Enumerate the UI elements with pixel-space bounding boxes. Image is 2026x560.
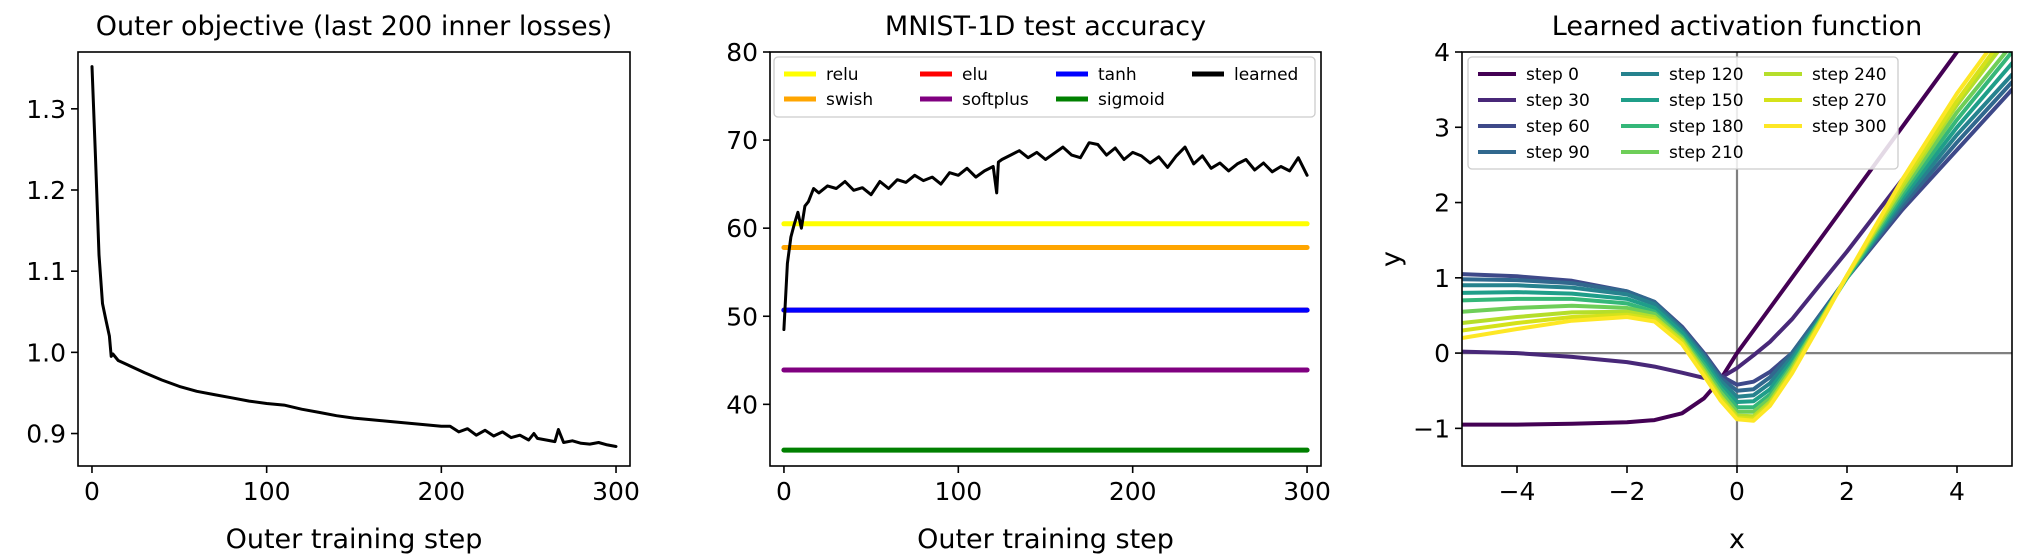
y-tick-label: 1.0 — [26, 338, 66, 367]
y-tick-label: 1.2 — [26, 176, 66, 205]
legend-label: step 300 — [1812, 117, 1887, 137]
legend-label: step 180 — [1669, 117, 1744, 137]
axes-frame — [769, 51, 1322, 467]
legend-box — [1467, 56, 1899, 170]
x-tick-label: 200 — [1109, 477, 1157, 506]
legend-label: step 0 — [1526, 65, 1579, 85]
y-tick-label: 3 — [1434, 113, 1450, 142]
y-tick-label: 2 — [1434, 189, 1450, 218]
chart-title: Outer objective (last 200 inner losses) — [96, 11, 612, 42]
legend-label: relu — [826, 65, 859, 85]
legend-label: step 150 — [1669, 91, 1744, 111]
legend-label: step 60 — [1526, 117, 1590, 137]
legend-label: step 120 — [1669, 65, 1744, 85]
x-tick-label: 0 — [776, 477, 792, 506]
legend-box — [773, 56, 1316, 118]
y-tick-label: 60 — [726, 214, 758, 243]
y-tick-label: 40 — [726, 390, 758, 419]
y-tick-label: 80 — [726, 38, 758, 67]
y-tick-label: 0.9 — [26, 420, 66, 449]
x-tick-label: 300 — [592, 477, 640, 506]
legend-label: step 240 — [1812, 65, 1887, 85]
series-group — [781, 141, 1310, 453]
series-line-0 — [90, 65, 618, 448]
y-tick-label: 1.3 — [26, 95, 66, 124]
y-tick-label: −1 — [1413, 414, 1450, 443]
x-tick-label: 200 — [417, 477, 465, 506]
y-tick-label: 0 — [1434, 339, 1450, 368]
axes-frame — [77, 51, 631, 467]
x-tick-label: 0 — [84, 477, 100, 506]
legend-label: step 210 — [1669, 143, 1744, 163]
x-tick-label: 100 — [934, 477, 982, 506]
x-tick-label: −4 — [1499, 477, 1536, 506]
x-axis-label: x — [1729, 524, 1745, 555]
y-tick-label: 50 — [726, 302, 758, 331]
legend-label: elu — [962, 65, 988, 85]
y-axis-label: y — [1376, 251, 1407, 267]
series-line-step-30 — [1462, 52, 1998, 380]
x-tick-label: 300 — [1283, 477, 1331, 506]
chart-title: Learned activation function — [1552, 11, 1922, 42]
legend-label: learned — [1234, 65, 1298, 85]
legend-label: swish — [826, 90, 873, 110]
x-tick-label: 0 — [1729, 477, 1745, 506]
legend-label: tanh — [1098, 65, 1137, 85]
x-tick-label: 100 — [243, 477, 291, 506]
legend-label: step 90 — [1526, 143, 1590, 163]
y-tick-label: 1 — [1434, 264, 1450, 293]
series-group — [90, 65, 618, 448]
y-tick-label: 1.1 — [26, 257, 66, 286]
x-axis-label: Outer training step — [917, 524, 1174, 555]
series-line-learned — [782, 141, 1309, 331]
legend-label: softplus — [962, 90, 1029, 110]
x-tick-label: −2 — [1609, 477, 1646, 506]
legend-label: step 30 — [1526, 91, 1590, 111]
x-tick-label: 4 — [1949, 477, 1965, 506]
legend-label: sigmoid — [1098, 90, 1165, 110]
x-axis-label: Outer training step — [226, 524, 483, 555]
legend-label: step 270 — [1812, 91, 1887, 111]
x-tick-label: 2 — [1839, 477, 1855, 506]
series-line-step-300 — [1462, 52, 1990, 423]
y-tick-label: 70 — [726, 126, 758, 155]
y-tick-label: 4 — [1434, 38, 1450, 67]
series-group — [1462, 52, 2012, 427]
chart-title: MNIST-1D test accuracy — [885, 11, 1206, 42]
